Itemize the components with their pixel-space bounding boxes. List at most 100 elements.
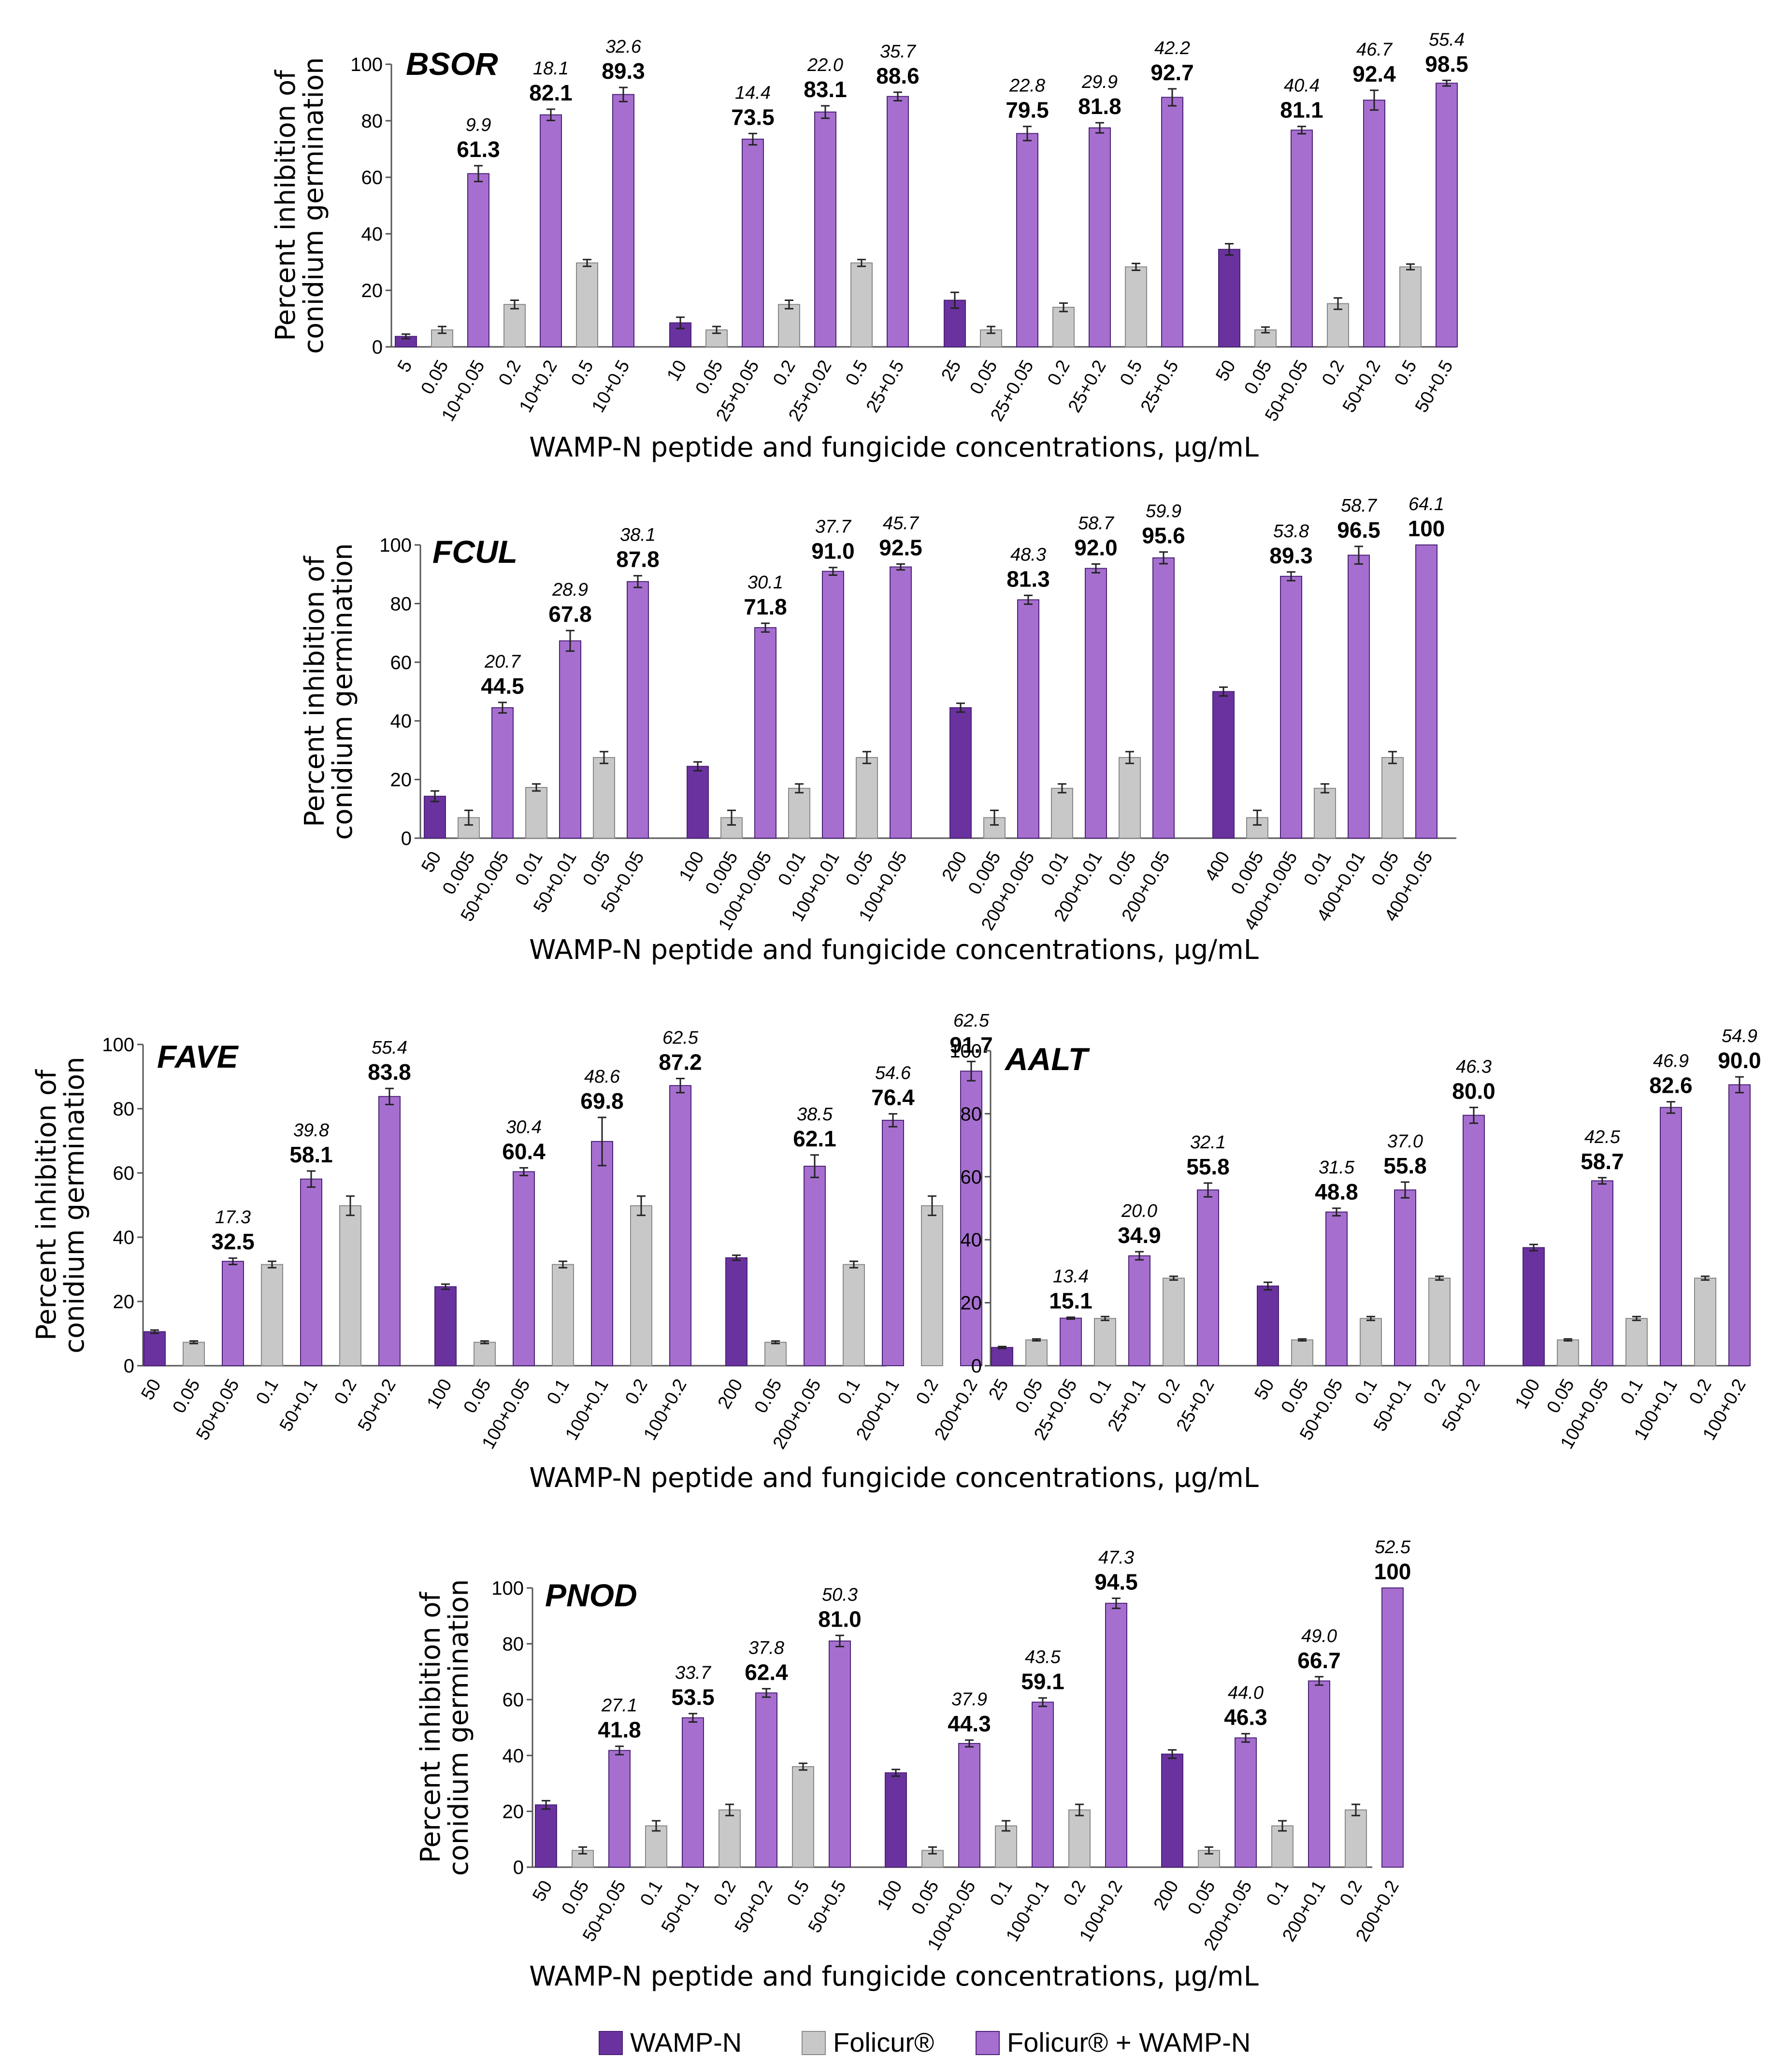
bar-folicur (503, 304, 526, 347)
bar-folicur (552, 1264, 574, 1366)
bar-folicur (645, 1825, 667, 1868)
expected-label: 38.1 (620, 525, 656, 545)
y-tick-label: 0 (513, 1857, 524, 1878)
bar-folicur (1163, 1277, 1185, 1366)
expected-label: 37.9 (951, 1689, 987, 1710)
bar-folicur (1068, 1809, 1091, 1868)
y-axis-label: conidium germination (443, 1579, 474, 1876)
data-label: 58.7 (1581, 1149, 1624, 1174)
y-tick-label: 60 (503, 1689, 524, 1711)
expected-label: 37.0 (1387, 1131, 1423, 1152)
data-label: 32.5 (211, 1229, 255, 1254)
y-tick-label: 0 (971, 1356, 982, 1377)
x-tick-label: 0.2 (912, 1376, 943, 1408)
bar-combo (804, 1166, 826, 1366)
x-tick-label: 0.05 (460, 1376, 495, 1417)
expected-label: 43.5 (1025, 1647, 1061, 1668)
bar-folicur (1271, 1825, 1294, 1868)
bar-wamp (1212, 691, 1235, 839)
expected-label: 48.6 (584, 1067, 620, 1087)
legend-label: Folicur® (833, 2027, 934, 2058)
x-tick-label: 0.2 (495, 357, 525, 389)
x-tick-label: 0.05 (1240, 357, 1276, 398)
expected-label: 9.9 (466, 115, 491, 135)
x-tick-label: 0.2 (1685, 1376, 1716, 1408)
x-tick-label: 0.05 (1011, 1376, 1047, 1417)
x-tick-label: 0.05 (579, 848, 614, 889)
x-tick-label: 0.2 (1420, 1376, 1450, 1408)
y-tick-label: 40 (503, 1745, 524, 1767)
panel-title: FCUL (432, 534, 517, 570)
bar-combo (1280, 575, 1302, 839)
x-tick-label: 0.1 (636, 1877, 667, 1910)
panel-fcul: 0 20 40 60 80 100 FCUL Percent inhibition ofcon… (299, 494, 1456, 966)
x-tick-label: 0.05 (417, 357, 452, 398)
x-tick-label: 10 (663, 357, 691, 385)
x-tick-label: 0.5 (783, 1877, 814, 1910)
bar-combo (669, 1085, 691, 1367)
expected-label: 46.3 (1456, 1057, 1492, 1077)
x-tick-label: 0.1 (1085, 1376, 1116, 1408)
data-label: 87.8 (616, 547, 660, 572)
data-label: 87.2 (659, 1049, 702, 1074)
expected-label: 55.4 (1429, 29, 1465, 50)
expected-label: 59.9 (1146, 501, 1181, 522)
bar-folicur (921, 1850, 944, 1868)
bar-folicur (1052, 307, 1075, 347)
y-tick-label: 80 (961, 1103, 982, 1125)
data-label: 81.3 (1006, 566, 1050, 591)
data-label: 89.3 (1269, 543, 1313, 568)
bar-folicur (1291, 1339, 1313, 1366)
y-tick-label: 60 (961, 1167, 982, 1188)
data-label: 73.5 (731, 104, 775, 129)
bar-folicur (1119, 757, 1141, 839)
y-axis-label: Percent inhibition of (299, 556, 331, 827)
y-axis-label: Percent inhibition of (270, 70, 302, 341)
bar-folicur (980, 329, 1002, 348)
bar-folicur (764, 1342, 787, 1367)
data-label: 92.5 (879, 535, 922, 560)
bar-combo (890, 566, 912, 839)
bar-combo (1728, 1084, 1751, 1366)
y-tick-label: 40 (361, 224, 383, 245)
x-tick-label: 0.05 (1184, 1877, 1219, 1918)
expected-label: 31.5 (1319, 1157, 1355, 1178)
expected-label: 46.9 (1653, 1051, 1689, 1072)
bar-folicur (1557, 1339, 1579, 1366)
x-tick-label: 0.2 (1154, 1376, 1184, 1408)
x-tick-label: 0.2 (621, 1376, 652, 1408)
bar-combo (513, 1171, 535, 1367)
bar-wamp (1257, 1286, 1279, 1366)
y-tick-label: 100 (350, 54, 383, 75)
bar-folicur (593, 757, 615, 839)
data-label: 53.5 (671, 1685, 715, 1710)
data-label: 98.5 (1425, 51, 1468, 76)
data-label: 58.1 (289, 1142, 333, 1167)
expected-label: 58.7 (1078, 513, 1115, 533)
expected-label: 52.5 (1375, 1537, 1411, 1558)
x-tick-label: 0.01 (774, 848, 809, 889)
expected-label: 32.1 (1190, 1132, 1226, 1153)
expected-label: 20.0 (1121, 1201, 1157, 1221)
bar-folicur (995, 1825, 1017, 1868)
panel-bsor: 0 20 40 60 80 100 BSOR Percent inhibition ofcon… (270, 29, 1468, 463)
bar-wamp (885, 1772, 907, 1868)
x-tick-label: 0.05 (966, 357, 1001, 398)
y-tick-label: 100 (102, 1034, 134, 1056)
expected-label: 44.0 (1228, 1683, 1264, 1703)
bar-folicur (1625, 1318, 1648, 1366)
bar-combo (829, 1640, 851, 1868)
x-tick-label: 50+0.1 (276, 1376, 322, 1435)
expected-label: 28.9 (552, 580, 588, 600)
bar-combo (1325, 1211, 1348, 1366)
data-label: 67.8 (548, 601, 592, 627)
y-tick-label: 40 (390, 711, 412, 732)
data-label: 41.8 (598, 1717, 641, 1743)
bar-combo (1363, 100, 1385, 347)
y-tick-label: 40 (113, 1227, 135, 1248)
bar-wamp (949, 707, 972, 839)
data-label: 89.3 (602, 58, 645, 84)
x-tick-label: 50+0.2 (354, 1376, 400, 1435)
data-label: 79.5 (1006, 98, 1049, 123)
